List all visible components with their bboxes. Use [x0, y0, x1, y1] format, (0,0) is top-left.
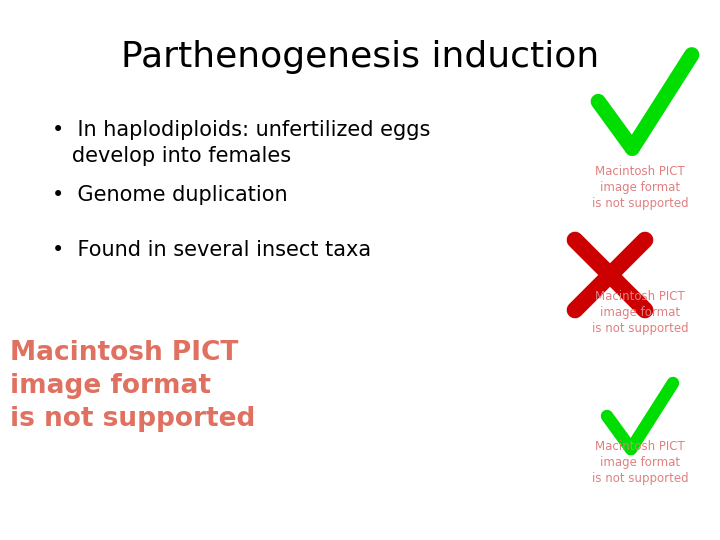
Text: •  Genome duplication: • Genome duplication	[52, 185, 287, 205]
Text: Macintosh PICT
image format
is not supported: Macintosh PICT image format is not suppo…	[592, 165, 688, 210]
Text: Macintosh PICT
image format
is not supported: Macintosh PICT image format is not suppo…	[592, 440, 688, 485]
Text: •  Found in several insect taxa: • Found in several insect taxa	[52, 240, 371, 260]
Text: Macintosh PICT
image format
is not supported: Macintosh PICT image format is not suppo…	[10, 340, 256, 432]
Text: •  In haplodiploids: unfertilized eggs
   develop into females: • In haplodiploids: unfertilized eggs de…	[52, 120, 431, 166]
Text: Parthenogenesis induction: Parthenogenesis induction	[121, 40, 599, 74]
Text: Macintosh PICT
image format
is not supported: Macintosh PICT image format is not suppo…	[592, 290, 688, 335]
